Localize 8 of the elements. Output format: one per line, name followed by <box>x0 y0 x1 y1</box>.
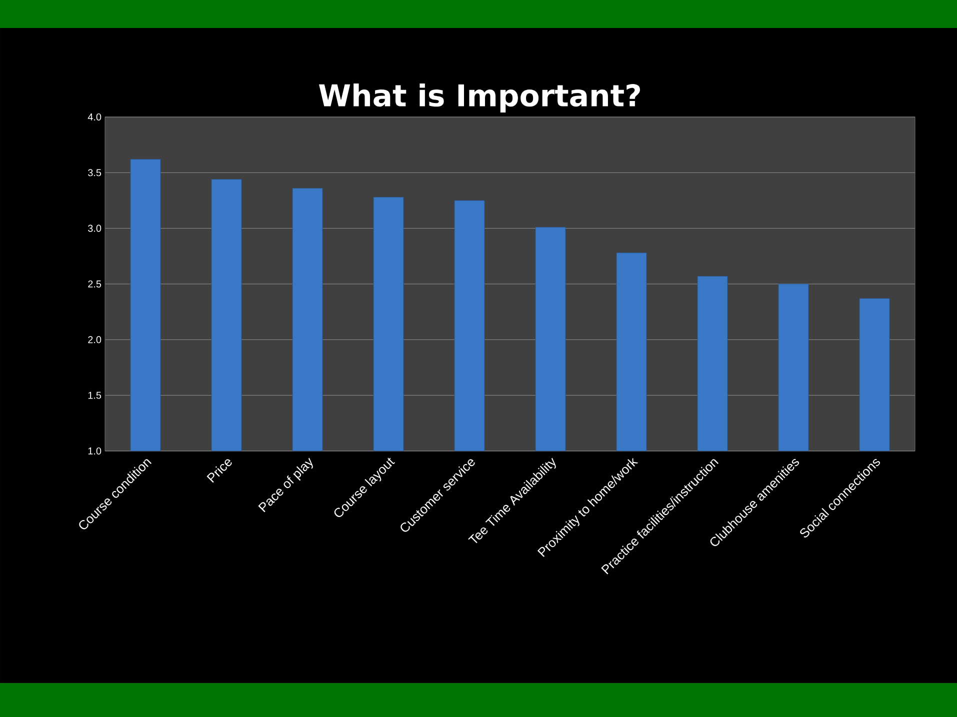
y-tick-label: 2.5 <box>88 280 102 288</box>
y-tick-label: 3.0 <box>88 224 102 232</box>
y-tick-label: 4.0 <box>88 113 102 121</box>
y-tick-label: 1.5 <box>88 392 102 399</box>
chart-title: What is Important? <box>318 84 640 112</box>
y-tick-label: 2.0 <box>88 336 102 344</box>
y-tick-label: 3.5 <box>88 169 102 176</box>
y-tick-label: 1.0 <box>88 447 102 455</box>
